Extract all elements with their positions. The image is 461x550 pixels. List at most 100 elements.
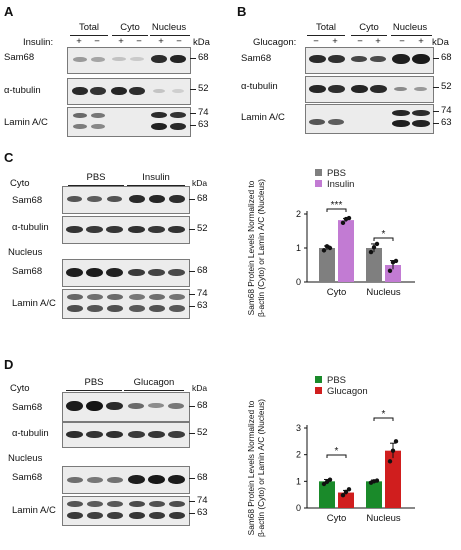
data-point <box>346 215 352 221</box>
y-tick-label: 3 <box>296 423 301 433</box>
marker-74: 74 <box>197 288 208 299</box>
fraction-label-cyto: Cyto <box>10 178 30 189</box>
marker-52: 52 <box>197 427 208 438</box>
bar-pbs-cyto <box>319 248 335 282</box>
blot-sam68 <box>305 47 434 74</box>
marker-63: 63 <box>197 507 208 518</box>
panel-letter: A <box>4 4 14 19</box>
group-label-cyto: Cyto <box>120 22 140 33</box>
lane-sign: + <box>76 36 82 47</box>
significance-label: * <box>335 446 339 457</box>
data-point <box>343 489 349 495</box>
data-point <box>387 268 393 273</box>
panel-letter: C <box>4 150 14 165</box>
fraction-label-cyto: Cyto <box>10 383 30 394</box>
data-point <box>368 249 374 255</box>
row-label-sam68: Sam68 <box>12 402 43 413</box>
marker-63: 63 <box>197 300 208 311</box>
group-label-nucleus: Nucleus <box>392 22 428 33</box>
marker-63: 63 <box>441 117 452 128</box>
group-label-total: Total <box>78 22 100 33</box>
lane-sign: + <box>418 36 424 47</box>
significance-bracket <box>373 417 394 421</box>
blot-cyto-sam68 <box>62 186 190 214</box>
legend-label: PBS <box>327 168 346 179</box>
lane-sign: − <box>399 36 405 47</box>
row-label-sam68: Sam68 <box>241 53 272 64</box>
y-axis-title: Sam68 Protein Levels Normalized toβ-acti… <box>246 399 266 537</box>
marker-68: 68 <box>197 265 208 276</box>
treatment-label: Glucagon: <box>253 37 297 48</box>
marker-68: 68 <box>198 52 209 63</box>
panel-letter: B <box>237 4 247 19</box>
bar-glucagon-nucleus <box>385 450 401 508</box>
data-point <box>321 248 327 253</box>
data-point <box>327 477 333 482</box>
marker-74: 74 <box>198 107 209 118</box>
row-label-lamin: Lamin A/C <box>12 298 56 309</box>
data-point <box>390 448 396 453</box>
marker-68: 68 <box>197 400 208 411</box>
significance-bracket <box>326 208 347 212</box>
lane-sign: − <box>176 36 182 47</box>
bar-pbs-cyto <box>319 481 335 508</box>
data-point <box>374 241 380 247</box>
group-label-insulin: Insulin <box>142 172 170 183</box>
data-point <box>340 220 346 226</box>
blot-tubulin <box>305 76 434 103</box>
lane-sign: − <box>94 36 100 47</box>
blot-lamin <box>67 107 191 137</box>
kda-label: kDa <box>192 178 208 188</box>
marker-68: 68 <box>441 52 452 63</box>
data-point <box>393 439 399 444</box>
fraction-label-nucleus: Nucleus <box>8 453 43 464</box>
bar-insulin-cyto <box>338 220 354 282</box>
kda-label: kDa <box>192 383 208 393</box>
data-point <box>393 258 399 264</box>
bar-pbs-nucleus <box>366 248 382 282</box>
group-label-total: Total <box>315 22 337 33</box>
marker-52: 52 <box>441 81 452 92</box>
row-label-tubulin: α-tubulin <box>12 428 49 439</box>
significance-label: * <box>382 229 386 240</box>
x-tick-label: Cyto <box>327 287 347 298</box>
lane-sign: − <box>357 36 363 47</box>
y-tick-label: 1 <box>296 476 301 486</box>
blot-nucleus-sam68 <box>62 466 190 494</box>
significance-bracket <box>373 237 394 241</box>
row-label-sam68: Sam68 <box>12 472 43 483</box>
kda-label: kDa <box>432 37 449 48</box>
legend-swatch <box>315 180 322 187</box>
marker-52: 52 <box>197 223 208 234</box>
group-label-pbs: PBS <box>84 377 104 388</box>
fraction-label-nucleus: Nucleus <box>8 247 43 258</box>
blot-sam68 <box>67 47 191 74</box>
lane-sign: + <box>375 36 381 47</box>
blot-tubulin <box>67 78 191 105</box>
legend-swatch <box>315 376 322 383</box>
lane-sign: − <box>136 36 142 47</box>
y-tick-label: 0 <box>296 503 301 513</box>
x-tick-label: Nucleus <box>366 287 401 298</box>
marker-74: 74 <box>441 105 452 116</box>
y-axis-title: Sam68 Protein Levels Normalized toβ-acti… <box>246 179 266 317</box>
panel-letter: D <box>4 357 14 372</box>
legend-swatch <box>315 169 322 176</box>
kda-label: kDa <box>193 37 210 48</box>
legend-label: Glucagon <box>327 386 368 397</box>
lane-sign: + <box>118 36 124 47</box>
data-point <box>340 493 346 498</box>
data-point <box>374 478 380 483</box>
x-tick-label: Cyto <box>327 513 347 524</box>
lane-sign: + <box>158 36 164 47</box>
blot-lamin <box>305 104 434 134</box>
row-label-lamin: Lamin A/C <box>241 112 285 123</box>
data-point <box>387 459 393 464</box>
row-label-tubulin: α-tubulin <box>4 85 41 96</box>
row-label-lamin: Lamin A/C <box>4 117 48 128</box>
row-label-sam68: Sam68 <box>12 266 43 277</box>
significance-label: * <box>382 409 386 420</box>
row-label-tubulin: α-tubulin <box>241 81 278 92</box>
